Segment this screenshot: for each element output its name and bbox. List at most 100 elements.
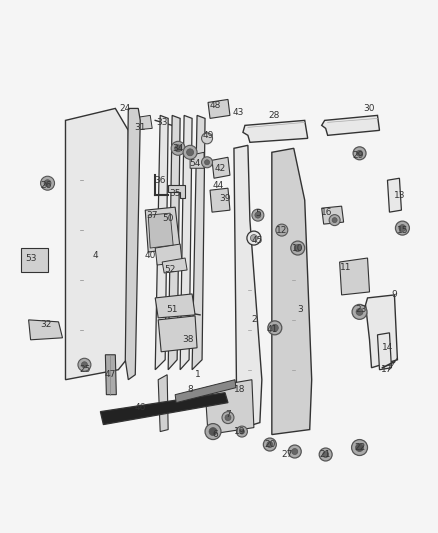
Text: 2: 2 bbox=[251, 316, 257, 325]
Text: 23: 23 bbox=[356, 305, 367, 314]
Polygon shape bbox=[168, 185, 185, 198]
Polygon shape bbox=[272, 148, 312, 434]
Text: 3: 3 bbox=[297, 305, 303, 314]
Polygon shape bbox=[180, 116, 192, 370]
Polygon shape bbox=[321, 116, 379, 135]
Polygon shape bbox=[155, 294, 195, 318]
Text: 7: 7 bbox=[225, 410, 231, 419]
Circle shape bbox=[268, 321, 282, 335]
Text: 42: 42 bbox=[214, 164, 226, 173]
Circle shape bbox=[399, 224, 406, 232]
Polygon shape bbox=[243, 120, 308, 142]
Polygon shape bbox=[155, 116, 168, 370]
Circle shape bbox=[171, 141, 185, 155]
Circle shape bbox=[44, 180, 51, 187]
Circle shape bbox=[352, 440, 367, 456]
Circle shape bbox=[291, 241, 305, 255]
Circle shape bbox=[251, 235, 258, 241]
Circle shape bbox=[356, 309, 363, 316]
Text: 15: 15 bbox=[397, 225, 408, 235]
Circle shape bbox=[288, 445, 301, 458]
Text: 11: 11 bbox=[340, 263, 351, 272]
Circle shape bbox=[205, 424, 221, 440]
Polygon shape bbox=[175, 379, 236, 402]
Circle shape bbox=[201, 157, 212, 168]
Circle shape bbox=[357, 150, 363, 156]
Polygon shape bbox=[205, 379, 254, 434]
Text: 27: 27 bbox=[281, 450, 293, 459]
Text: 18: 18 bbox=[234, 385, 246, 394]
Polygon shape bbox=[339, 258, 370, 295]
Circle shape bbox=[263, 438, 276, 451]
Circle shape bbox=[183, 146, 197, 159]
Text: 34: 34 bbox=[173, 144, 184, 153]
Polygon shape bbox=[190, 152, 204, 168]
Text: 49: 49 bbox=[202, 131, 214, 140]
Circle shape bbox=[323, 451, 328, 457]
Text: 13: 13 bbox=[394, 191, 405, 200]
Text: 50: 50 bbox=[162, 214, 174, 223]
Text: 46: 46 bbox=[134, 403, 146, 412]
Text: 14: 14 bbox=[382, 343, 393, 352]
Text: 9: 9 bbox=[392, 290, 397, 300]
Text: 10: 10 bbox=[292, 244, 304, 253]
Circle shape bbox=[187, 149, 194, 156]
Polygon shape bbox=[388, 178, 401, 212]
Polygon shape bbox=[130, 116, 152, 131]
Circle shape bbox=[271, 325, 278, 332]
Text: 8: 8 bbox=[187, 385, 193, 394]
Text: 19: 19 bbox=[234, 427, 246, 436]
Text: 31: 31 bbox=[134, 123, 146, 132]
Circle shape bbox=[396, 221, 410, 235]
Circle shape bbox=[225, 415, 231, 421]
Polygon shape bbox=[234, 146, 262, 430]
Text: 41: 41 bbox=[266, 325, 278, 334]
Text: 39: 39 bbox=[219, 193, 231, 203]
Circle shape bbox=[352, 304, 367, 319]
Text: 45: 45 bbox=[251, 236, 262, 245]
Text: 1: 1 bbox=[195, 370, 201, 379]
Circle shape bbox=[276, 224, 288, 236]
Polygon shape bbox=[321, 206, 343, 224]
Polygon shape bbox=[366, 295, 397, 368]
Polygon shape bbox=[145, 207, 180, 252]
Circle shape bbox=[319, 448, 332, 461]
Text: 33: 33 bbox=[156, 118, 168, 127]
Text: 52: 52 bbox=[164, 265, 176, 274]
Circle shape bbox=[267, 441, 273, 448]
Polygon shape bbox=[212, 157, 230, 178]
Text: 43: 43 bbox=[232, 108, 244, 117]
Polygon shape bbox=[21, 248, 48, 272]
Text: 16: 16 bbox=[321, 208, 332, 216]
Text: 48: 48 bbox=[209, 101, 221, 110]
Text: 44: 44 bbox=[212, 181, 224, 190]
Text: 47: 47 bbox=[105, 370, 116, 379]
Circle shape bbox=[356, 443, 364, 451]
Text: 20: 20 bbox=[264, 440, 276, 449]
Text: 4: 4 bbox=[92, 251, 98, 260]
Polygon shape bbox=[148, 213, 173, 248]
Polygon shape bbox=[158, 316, 197, 352]
Text: 5: 5 bbox=[255, 208, 261, 217]
Text: 26: 26 bbox=[40, 181, 51, 190]
Circle shape bbox=[294, 245, 301, 252]
Circle shape bbox=[329, 215, 340, 225]
Text: 37: 37 bbox=[146, 211, 158, 220]
Circle shape bbox=[332, 217, 337, 223]
Polygon shape bbox=[66, 108, 130, 379]
Polygon shape bbox=[162, 258, 187, 273]
Polygon shape bbox=[168, 116, 180, 370]
Polygon shape bbox=[28, 320, 63, 340]
Polygon shape bbox=[155, 244, 182, 265]
Circle shape bbox=[78, 358, 91, 371]
Circle shape bbox=[353, 147, 366, 160]
Polygon shape bbox=[106, 355, 117, 394]
Circle shape bbox=[205, 160, 209, 165]
Circle shape bbox=[81, 362, 88, 368]
Text: 28: 28 bbox=[268, 111, 279, 120]
Text: 35: 35 bbox=[170, 189, 181, 198]
Text: 29: 29 bbox=[352, 151, 363, 160]
Text: 12: 12 bbox=[276, 225, 287, 235]
Text: 40: 40 bbox=[145, 251, 156, 260]
Polygon shape bbox=[208, 100, 230, 118]
